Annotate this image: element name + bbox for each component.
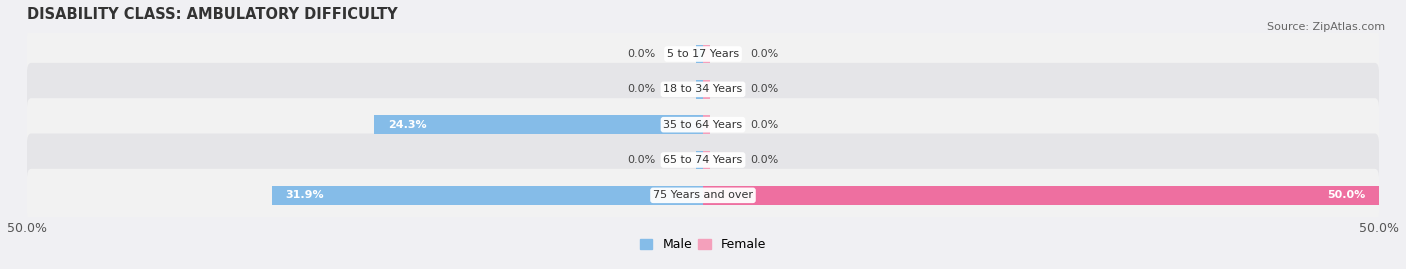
Text: 65 to 74 Years: 65 to 74 Years <box>664 155 742 165</box>
Text: 0.0%: 0.0% <box>751 84 779 94</box>
Bar <box>703 151 710 169</box>
Bar <box>703 80 710 98</box>
Text: 0.0%: 0.0% <box>627 84 655 94</box>
Text: Source: ZipAtlas.com: Source: ZipAtlas.com <box>1267 22 1385 31</box>
FancyBboxPatch shape <box>27 27 1379 80</box>
Legend: Male, Female: Male, Female <box>636 233 770 256</box>
Text: 24.3%: 24.3% <box>388 120 426 130</box>
Text: 50.0%: 50.0% <box>1327 190 1365 200</box>
Text: 31.9%: 31.9% <box>285 190 323 200</box>
Text: 0.0%: 0.0% <box>627 49 655 59</box>
FancyBboxPatch shape <box>27 98 1379 151</box>
Text: 0.0%: 0.0% <box>627 155 655 165</box>
FancyBboxPatch shape <box>27 63 1379 116</box>
Text: DISABILITY CLASS: AMBULATORY DIFFICULTY: DISABILITY CLASS: AMBULATORY DIFFICULTY <box>27 7 398 22</box>
FancyBboxPatch shape <box>27 133 1379 186</box>
Text: 0.0%: 0.0% <box>751 155 779 165</box>
Bar <box>271 186 703 204</box>
Text: 35 to 64 Years: 35 to 64 Years <box>664 120 742 130</box>
Bar <box>703 45 710 63</box>
Text: 5 to 17 Years: 5 to 17 Years <box>666 49 740 59</box>
Text: 75 Years and over: 75 Years and over <box>652 190 754 200</box>
Bar <box>703 115 710 134</box>
Text: 0.0%: 0.0% <box>751 120 779 130</box>
Bar <box>374 115 703 134</box>
FancyBboxPatch shape <box>27 169 1379 222</box>
Bar <box>696 45 703 63</box>
Text: 18 to 34 Years: 18 to 34 Years <box>664 84 742 94</box>
Text: 0.0%: 0.0% <box>751 49 779 59</box>
Bar <box>703 186 1379 204</box>
Bar <box>696 80 703 98</box>
Bar <box>696 151 703 169</box>
